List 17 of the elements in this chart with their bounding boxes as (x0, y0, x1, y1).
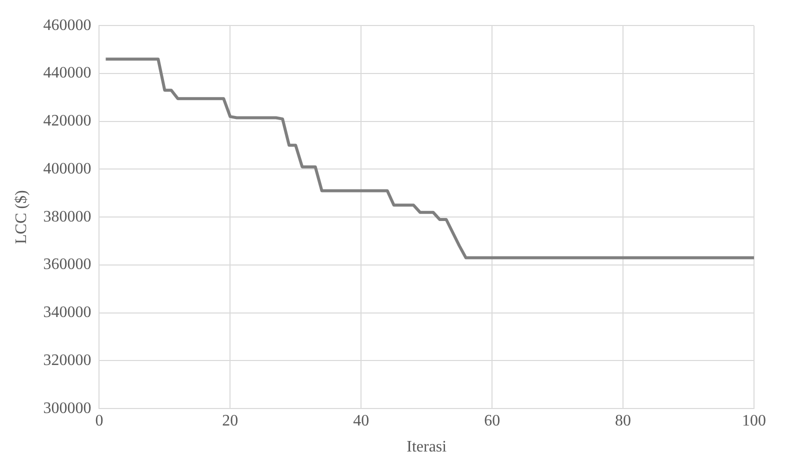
x-tick-label: 100 (742, 412, 766, 430)
y-tick-label: 440000 (43, 64, 92, 82)
x-tick-label: 60 (484, 412, 500, 430)
y-tick-label: 380000 (43, 208, 92, 226)
y-tick-label: 340000 (43, 304, 92, 322)
y-axis-title: LCC ($) (12, 190, 30, 244)
y-tick-label: 300000 (43, 400, 92, 417)
x-tick-label: 0 (95, 412, 104, 430)
x-tick-label: 40 (353, 412, 370, 430)
x-tick-label: 20 (222, 412, 238, 430)
y-tick-label: 360000 (43, 256, 92, 274)
y-tick-label: 420000 (43, 112, 92, 130)
y-tick-label: 400000 (43, 160, 92, 178)
y-tick-label: 320000 (43, 352, 92, 369)
y-tick-label: 460000 (43, 16, 92, 34)
x-axis-title: Iterasi (406, 438, 448, 456)
x-tick-label: 80 (615, 412, 632, 430)
